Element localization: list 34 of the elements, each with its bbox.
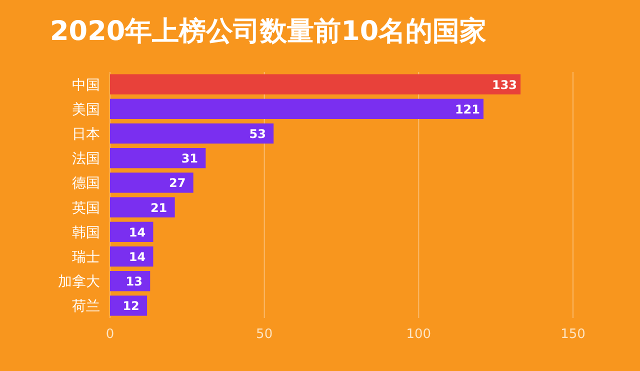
y-tick-label: 德国 (72, 176, 100, 192)
x-tick-label: 50 (256, 327, 273, 342)
y-tick-label: 美国 (72, 102, 100, 118)
data-label: 31 (181, 152, 198, 166)
bar (110, 123, 274, 144)
bar (110, 246, 154, 267)
y-tick-label: 日本 (72, 126, 100, 142)
y-tick-label: 英国 (72, 200, 100, 216)
data-label: 14 (128, 250, 146, 264)
bar (110, 148, 206, 168)
data-label: 12 (122, 299, 140, 314)
chart-title: 2020年上榜公司数量前10名的国家 (50, 16, 487, 47)
y-tick-label: 瑞士 (72, 250, 100, 266)
data-label: 121 (454, 102, 480, 116)
data-label: 53 (249, 127, 266, 141)
y-tick-label: 加拿大 (58, 274, 100, 290)
data-label: 133 (492, 78, 518, 92)
data-label: 13 (126, 274, 142, 289)
y-tick-label: 韩国 (72, 224, 100, 241)
bar (110, 296, 148, 316)
data-label: 14 (128, 225, 146, 240)
x-tick-label: 150 (560, 327, 586, 342)
x-tick-label: 0 (106, 327, 114, 342)
bar (110, 74, 521, 94)
bar (110, 98, 484, 119)
data-label: 27 (168, 176, 186, 190)
y-tick-label: 法国 (72, 151, 100, 168)
bar (110, 197, 175, 218)
data-label: 21 (150, 200, 168, 215)
y-tick-label: 中国 (72, 77, 100, 94)
bar (110, 222, 154, 242)
bar (110, 172, 194, 193)
y-tick-label: 荷兰 (72, 298, 100, 315)
x-tick-label: 100 (406, 327, 432, 342)
